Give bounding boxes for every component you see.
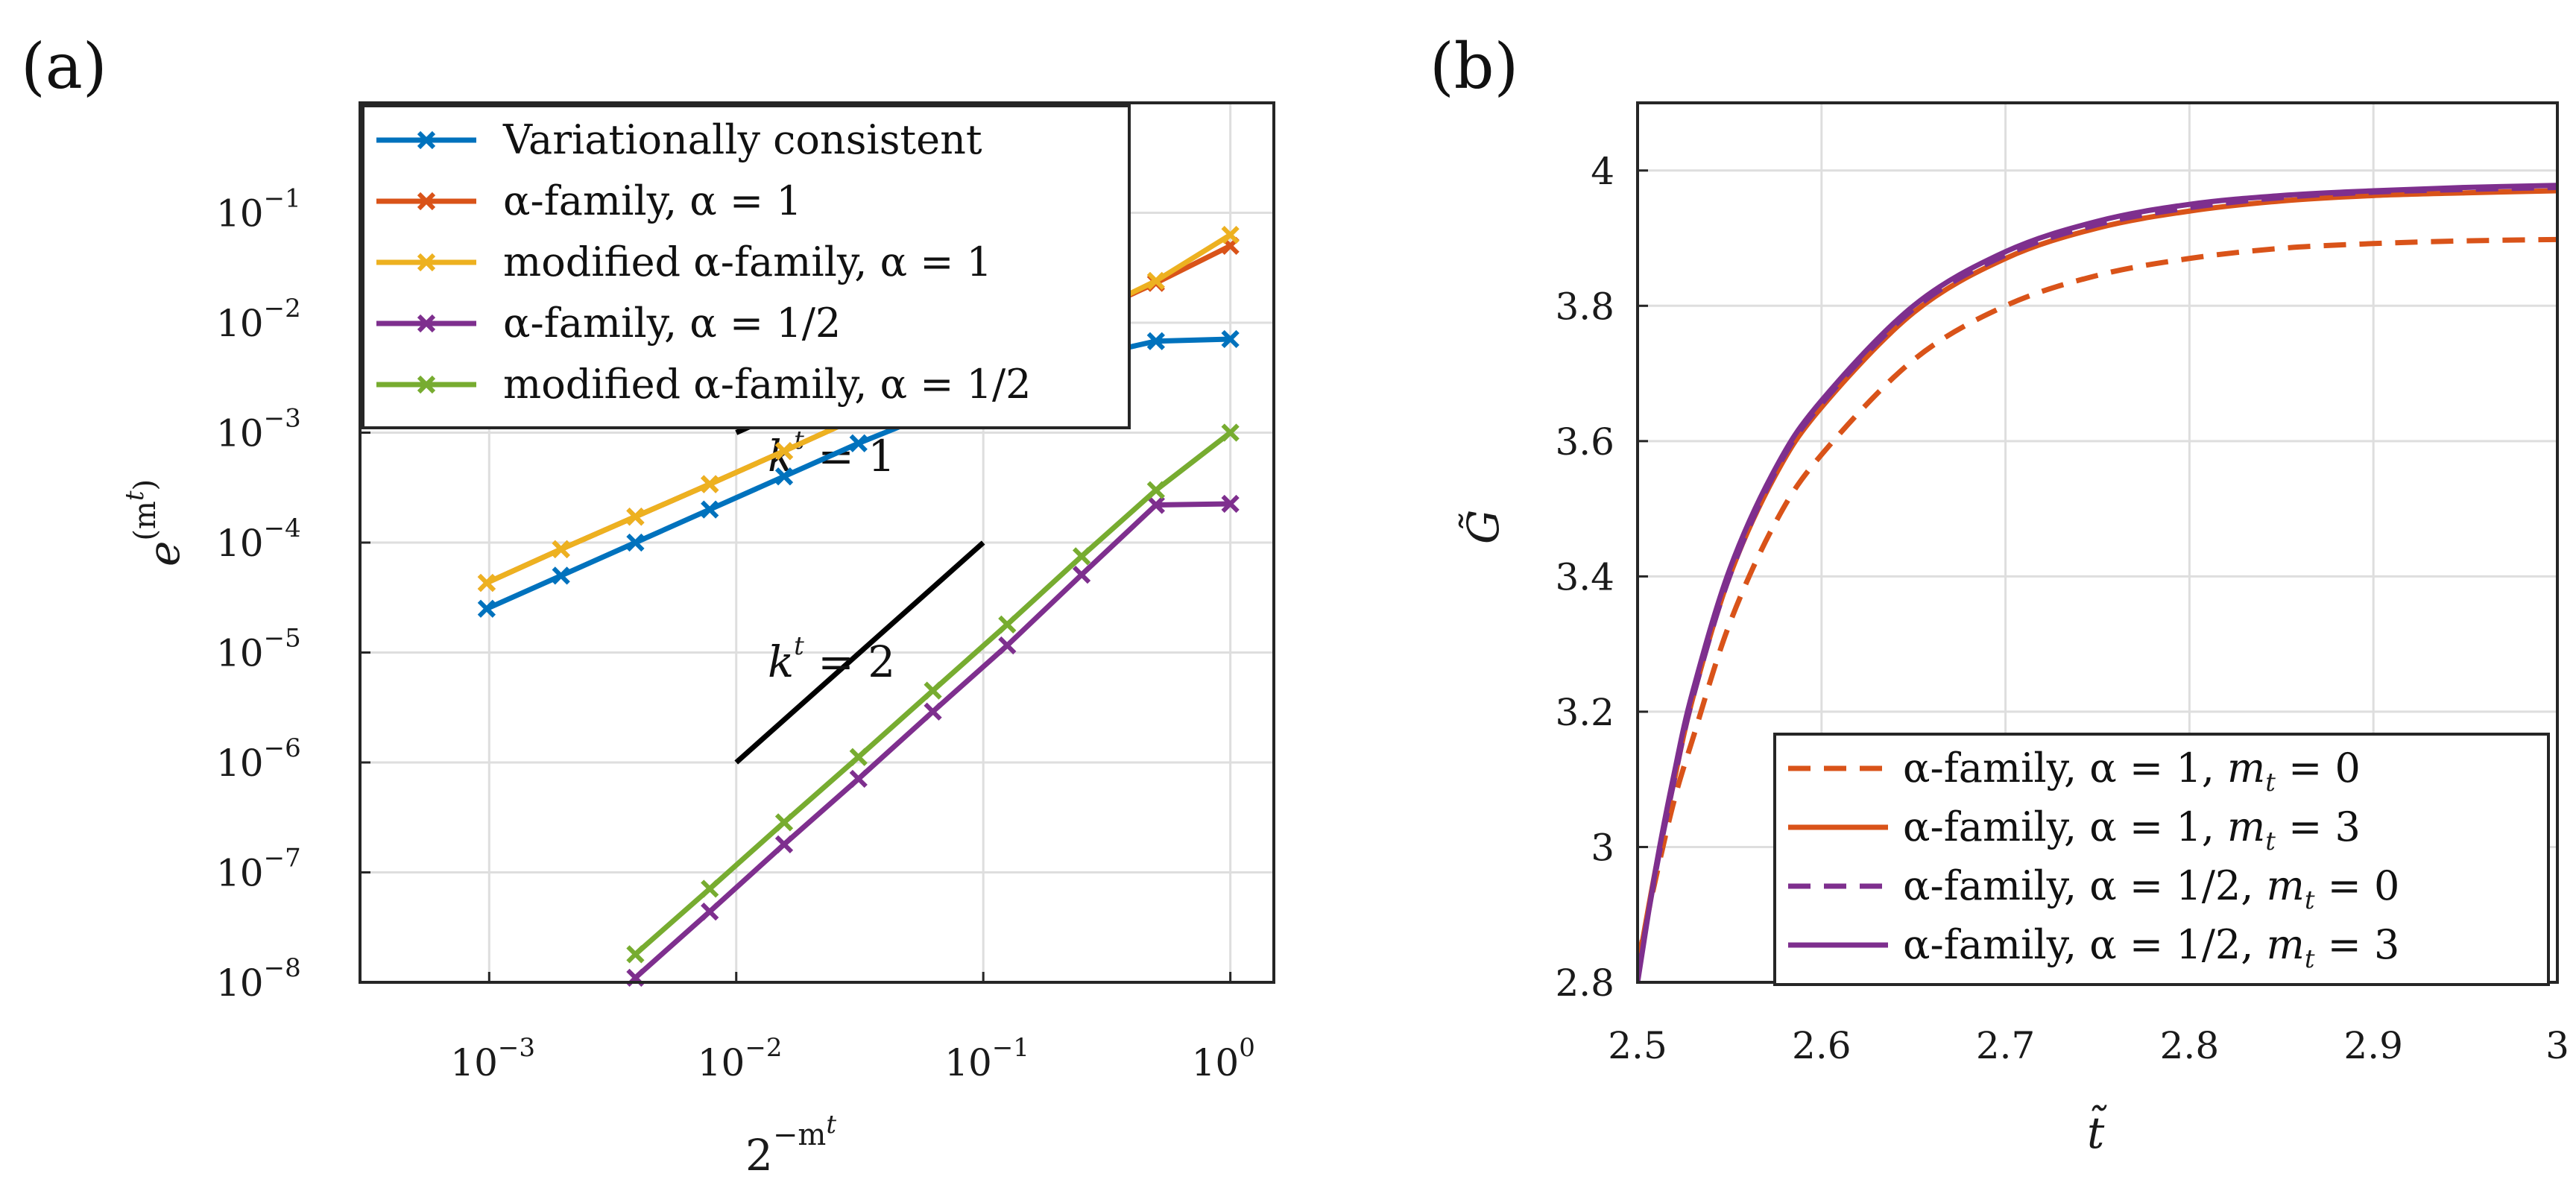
chart-a-x-tick-label: 10−2 (698, 1033, 783, 1084)
chart-b-y-label: G̃ (1457, 510, 1509, 544)
data-point (849, 769, 868, 789)
chart-b-series-3 (1638, 183, 2557, 982)
legend-entry: α-family, α = 1, mt = 0 (1903, 745, 2361, 797)
chart-b-x-ticks: 2.5 2.6 2.7 2.8 2.9 3 (1608, 972, 2569, 1067)
chart-b: 2.5 2.6 2.7 2.8 2.9 3 2.8 3 3.2 3.4 3.6 3.8 4 α-fam… (1457, 101, 2569, 1158)
data-point (1072, 566, 1091, 584)
panel-a-label: (a) (21, 30, 107, 103)
data-point (1146, 271, 1165, 291)
data-point (924, 702, 942, 721)
legend-entry: α-family, α = 1, mt = 3 (1903, 803, 2361, 856)
chart-a-series-line (634, 501, 1231, 980)
data-point (477, 599, 496, 618)
legend-marker (417, 192, 436, 211)
legend-entry: modified α-family, α = 1 (503, 238, 992, 285)
data-point (701, 500, 719, 519)
chart-a-y-tick-label: 10−1 (216, 184, 301, 236)
legend-entry: α-family, α = 1 (503, 177, 802, 224)
chart-b-legend: α-family, α = 1, mt = 0 α-family, α = 1, … (1773, 733, 2550, 986)
data-point (998, 615, 1017, 634)
chart-a-x-tick-label: 10−3 (450, 1033, 535, 1084)
data-point (849, 748, 868, 766)
chart-b-y-tick-label: 3 (1591, 826, 1614, 869)
legend-entry: α-family, α = 1/2 (503, 300, 841, 347)
data-point (849, 434, 868, 452)
legend-entry: α-family, α = 1/2, mt = 3 (1903, 921, 2399, 974)
chart-a-series-3 (626, 494, 1240, 988)
data-point (552, 540, 570, 559)
chart-a-y-tick-label: 10−3 (216, 404, 301, 455)
chart-b-y-tick-label: 2.8 (1555, 961, 1614, 1005)
chart-b-y-tick-label: 3.2 (1555, 691, 1614, 734)
data-point (626, 945, 645, 964)
data-point (774, 442, 794, 461)
chart-a-x-tick-label: 10−1 (944, 1033, 1029, 1084)
chart-b-x-tick-label: 2.9 (2343, 1024, 2403, 1067)
chart-b-x-tick-label: 2.8 (2160, 1024, 2220, 1067)
chart-a-x-tick-label: 100 (1192, 1033, 1255, 1084)
chart-a-x-ticks: 10−3 10−2 10−1 100 (450, 972, 1255, 1084)
data-point (1221, 494, 1240, 514)
chart-a-y-tick-label: 10−2 (216, 294, 301, 345)
chart-a-y-tick-label: 10−6 (216, 733, 301, 785)
chart-a-y-tick-label: 10−8 (216, 953, 301, 1005)
chart-a-legend-box (362, 104, 1131, 429)
data-point (774, 467, 794, 486)
chart-a: kt = 1kt = 2 10−3 10−2 10−1 100 10−810−710−… (120, 101, 1275, 1181)
chart-a-y-tick-label: 10−4 (216, 514, 301, 565)
legend-marker (417, 375, 436, 394)
chart-b-y-tick-label: 4 (1591, 150, 1614, 193)
legend-marker (417, 130, 436, 150)
data-point (701, 475, 719, 493)
chart-b-series (1638, 183, 2557, 982)
chart-a-x-label: 2−mt (745, 1110, 836, 1181)
chart-a-y-label: e(mt) (120, 479, 189, 566)
data-point (924, 681, 942, 700)
data-point (552, 566, 570, 585)
data-point (1146, 332, 1165, 350)
panel-b-label: (b) (1430, 30, 1518, 103)
chart-b-y-tick-label: 3.6 (1555, 420, 1614, 464)
chart-b-y-ticks: 2.8 3 3.2 3.4 3.6 3.8 4 (1555, 150, 1648, 1005)
legend-marker (417, 314, 436, 333)
data-point (626, 533, 645, 552)
chart-a-y-tick-label: 10−7 (216, 844, 301, 895)
data-point (774, 835, 794, 853)
chart-b-y-tick-label: 3.8 (1555, 285, 1614, 328)
chart-b-x-label: t̃ (2087, 1105, 2107, 1158)
chart-a-y-tick-label: 10−5 (216, 624, 301, 675)
data-point (1221, 225, 1240, 244)
chart-b-x-tick-label: 2.5 (1608, 1024, 1667, 1067)
data-point (626, 508, 645, 526)
chart-a-y-ticks: 10−8 10−7 10−6 10−5 10−4 10−3 10−2 10−1 (216, 184, 370, 1005)
data-point (701, 879, 719, 898)
chart-b-x-tick-label: 2.7 (1976, 1024, 2036, 1067)
data-point (1146, 496, 1165, 514)
chart-b-x-tick-label: 2.6 (1792, 1024, 1852, 1067)
legend-entry: modified α-family, α = 1/2 (503, 361, 1032, 408)
chart-a-legend: Variationally consistent α-family, α = 1 m… (362, 104, 1131, 429)
chart-b-y-tick-label: 3.4 (1555, 555, 1614, 598)
data-point (701, 902, 719, 921)
data-point (477, 573, 496, 593)
chart-a-series-4 (626, 423, 1240, 964)
reference-line-label: kt = 2 (768, 631, 895, 687)
data-point (774, 813, 794, 832)
chart-b-x-tick-label: 3 (2545, 1024, 2569, 1067)
legend-marker (417, 253, 436, 272)
data-point (1072, 547, 1091, 566)
legend-entry: α-family, α = 1/2, mt = 0 (1903, 862, 2399, 915)
chart-b-series-0 (1638, 236, 2557, 963)
data-point (998, 636, 1017, 655)
data-point (1146, 481, 1165, 499)
reference-line-slope-2 (734, 540, 985, 765)
chart-b-legend-box (1773, 733, 2550, 986)
data-point (1221, 329, 1240, 349)
legend-entry: Variationally consistent (502, 116, 982, 163)
data-point (1221, 423, 1240, 442)
